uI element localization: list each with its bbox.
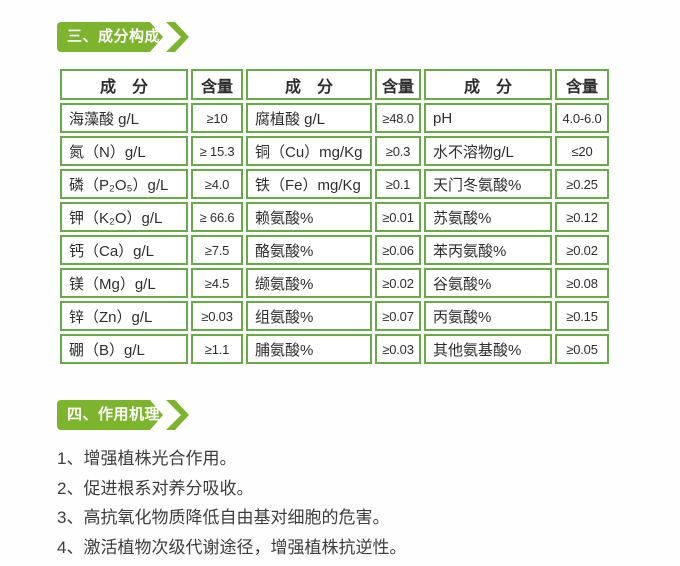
cell-value: ≥0.25 — [555, 169, 609, 199]
cell-component: 钙（Ca）g/L — [60, 235, 188, 265]
cell-component: 丙氨酸% — [424, 301, 552, 331]
cell-value: ≥4.5 — [191, 268, 243, 298]
section-title-composition: 三、成分构成 — [67, 28, 161, 45]
col-header-component-2: 成 分 — [246, 69, 372, 100]
cell-value: ≥0.12 — [555, 202, 609, 232]
cell-value: ≥0.03 — [375, 334, 421, 364]
table-row: 镁（Mg）g/L ≥4.5 缬氨酸% ≥0.02 谷氨酸% ≥0.08 — [60, 268, 609, 298]
cell-component: 海藻酸 g/L — [60, 103, 188, 133]
cell-component: 苯丙氨酸% — [424, 235, 552, 265]
list-item: 2、促进根系对养分吸收。 — [57, 478, 254, 498]
table-header-row: 成 分 含量 成 分 含量 成 分 含量 — [60, 69, 609, 100]
cell-value: ≥ 15.3 — [191, 136, 243, 166]
cell-component: 水不溶物g/L — [424, 136, 552, 166]
banner-ribbon: 四、作用机理 — [57, 400, 163, 430]
list-item: 3、高抗氧化物质降低自由基对细胞的危害。 — [57, 508, 390, 527]
cell-value: ≥0.02 — [375, 268, 421, 298]
cell-component: 铁（Fe）mg/Kg — [246, 169, 372, 199]
cell-value: ≥0.06 — [375, 235, 421, 265]
cell-component: 腐植酸 g/L — [246, 103, 372, 133]
table-row: 海藻酸 g/L ≥10 腐植酸 g/L ≥48.0 pH 4.0-6.0 — [60, 103, 609, 133]
cell-value: ≥0.05 — [555, 334, 609, 364]
cell-component: 镁（Mg）g/L — [60, 268, 188, 298]
cell-component: 缬氨酸% — [246, 268, 372, 298]
cell-component: 谷氨酸% — [424, 268, 552, 298]
col-header-content-3: 含量 — [555, 69, 609, 100]
section-banner-composition: 三、成分构成 — [57, 22, 189, 52]
banner-ribbon: 三、成分构成 — [57, 22, 163, 52]
cell-value: ≥0.02 — [555, 235, 609, 265]
table-row: 钾（K₂O）g/L ≥ 66.6 赖氨酸% ≥0.01 苏氨酸% ≥0.12 — [60, 202, 609, 232]
table-row: 氮（N）g/L ≥ 15.3 铜（Cu）mg/Kg ≥0.3 水不溶物g/L ≤… — [60, 136, 609, 166]
cell-value: ≥0.08 — [555, 268, 609, 298]
cell-component: pH — [424, 103, 552, 133]
cell-value: ≥1.1 — [191, 334, 243, 364]
table-row: 硼（B）g/L ≥1.1 脯氨酸% ≥0.03 其他氨基酸% ≥0.05 — [60, 334, 609, 364]
cell-component: 其他氨基酸% — [424, 334, 552, 364]
col-header-content-2: 含量 — [375, 69, 421, 100]
cell-component: 酪氨酸% — [246, 235, 372, 265]
section-title-mechanism: 四、作用机理 — [67, 406, 161, 423]
table-row: 锌（Zn）g/L ≥0.03 组氨酸% ≥0.07 丙氨酸% ≥0.15 — [60, 301, 609, 331]
cell-component: 天门冬氨酸% — [424, 169, 552, 199]
cell-component: 苏氨酸% — [424, 202, 552, 232]
composition-table: 成 分 含量 成 分 含量 成 分 含量 海藻酸 g/L ≥10 腐植酸 g/L… — [57, 66, 612, 367]
cell-value: ≥48.0 — [375, 103, 421, 133]
list-item: 4、激活植物次级代谢途径，增强植株抗逆性。 — [57, 537, 407, 557]
cell-value: ≥0.1 — [375, 169, 421, 199]
cell-value: ≥7.5 — [191, 235, 243, 265]
col-header-content-1: 含量 — [191, 69, 243, 100]
cell-value: ≥4.0 — [191, 169, 243, 199]
cell-component: 铜（Cu）mg/Kg — [246, 136, 372, 166]
list-item: 1、增强植株光合作用。 — [57, 449, 237, 468]
cell-component: 硼（B）g/L — [60, 334, 188, 364]
cell-value: ≥0.3 — [375, 136, 421, 166]
table-row: 磷（P₂O₅）g/L ≥4.0 铁（Fe）mg/Kg ≥0.1 天门冬氨酸% ≥… — [60, 169, 609, 199]
col-header-component-3: 成 分 — [424, 69, 552, 100]
cell-component: 赖氨酸% — [246, 202, 372, 232]
cell-component: 磷（P₂O₅）g/L — [60, 169, 188, 199]
col-header-component-1: 成 分 — [60, 69, 188, 100]
cell-value: ≤20 — [555, 136, 609, 166]
cell-value: ≥0.03 — [191, 301, 243, 331]
cell-component: 氮（N）g/L — [60, 136, 188, 166]
cell-value: 4.0-6.0 — [555, 103, 609, 133]
cell-value: ≥ 66.6 — [191, 202, 243, 232]
cell-component: 钾（K₂O）g/L — [60, 202, 188, 232]
section-banner-mechanism: 四、作用机理 — [57, 400, 189, 430]
table-row: 钙（Ca）g/L ≥7.5 酪氨酸% ≥0.06 苯丙氨酸% ≥0.02 — [60, 235, 609, 265]
cell-value: ≥0.01 — [375, 202, 421, 232]
cell-component: 脯氨酸% — [246, 334, 372, 364]
mechanism-list: 1、增强植株光合作用。 2、促进根系对养分吸收。 3、高抗氧化物质降低自由基对细… — [57, 444, 406, 562]
banner-arrow-icon — [166, 22, 189, 52]
banner-arrow-icon — [166, 400, 189, 430]
cell-value: ≥10 — [191, 103, 243, 133]
cell-value: ≥0.15 — [555, 301, 609, 331]
cell-value: ≥0.07 — [375, 301, 421, 331]
cell-component: 组氨酸% — [246, 301, 372, 331]
cell-component: 锌（Zn）g/L — [60, 301, 188, 331]
